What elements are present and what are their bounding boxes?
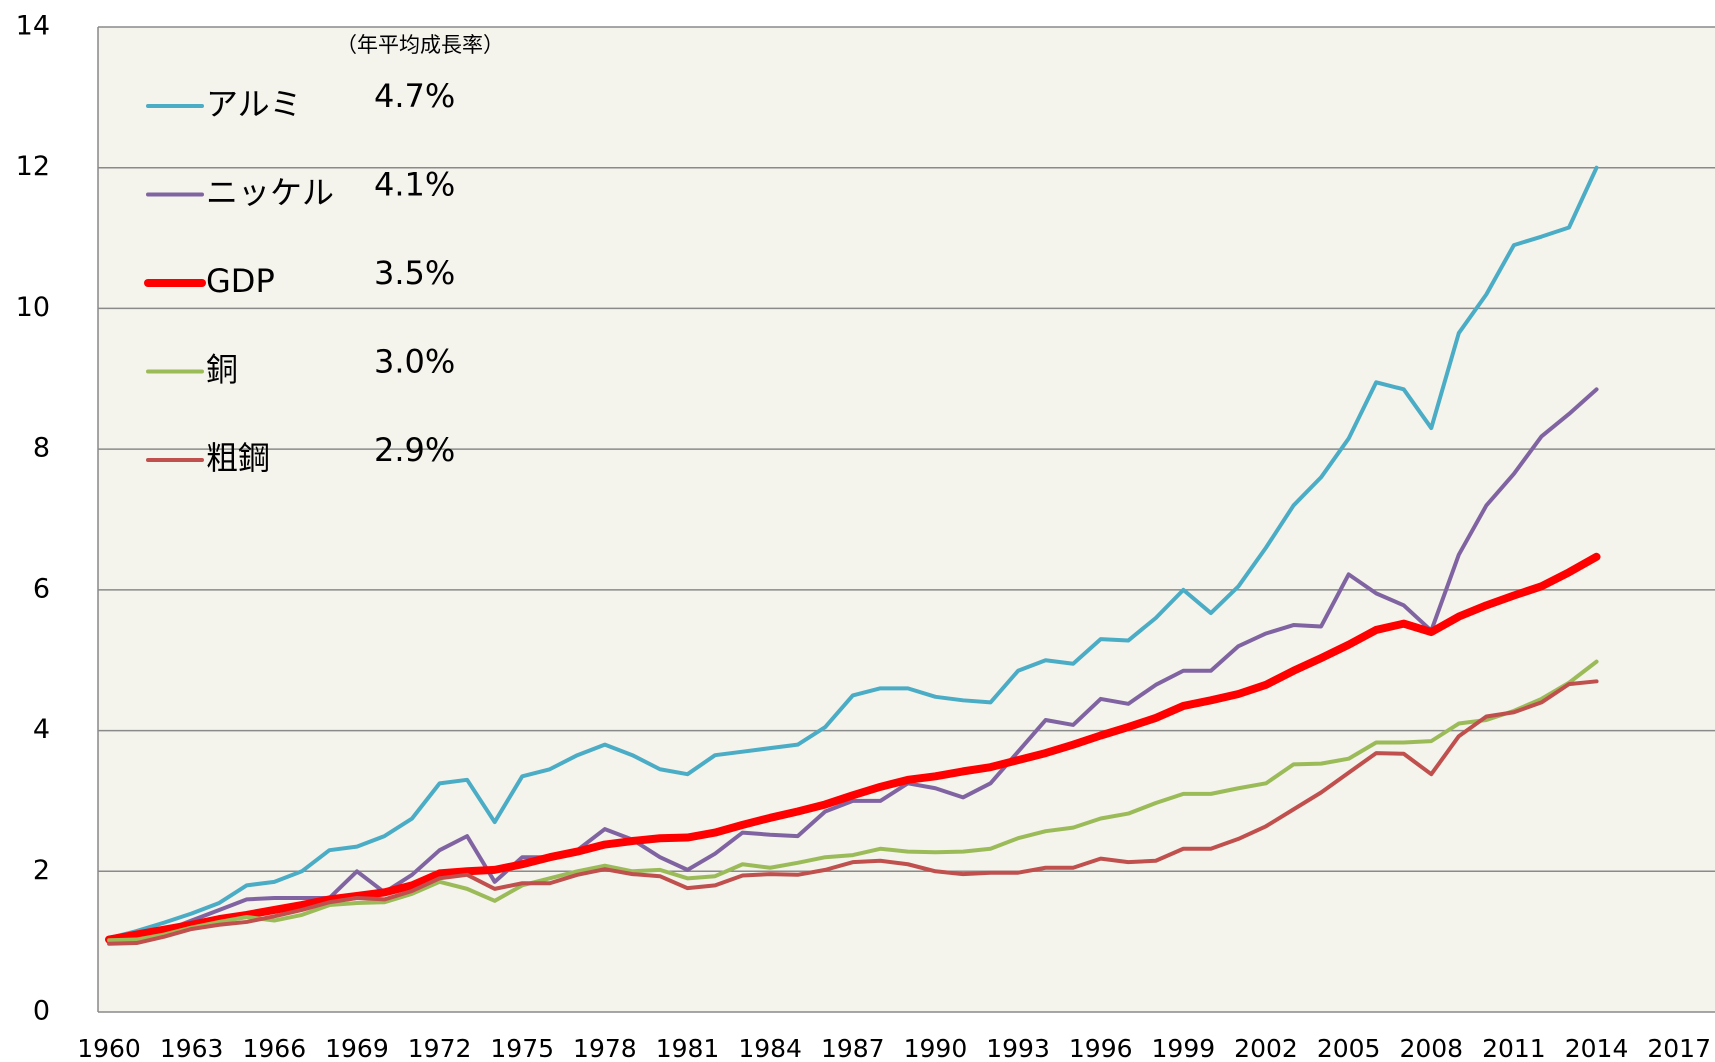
x-tick-label: 1987 [821, 1034, 885, 1062]
x-tick-label: 2002 [1234, 1034, 1298, 1062]
y-tick-label: 10 [16, 292, 50, 323]
y-tick-label: 2 [33, 855, 50, 886]
y-tick-label: 0 [33, 996, 50, 1027]
x-tick-label: 2008 [1399, 1034, 1463, 1062]
series-line [107, 659, 1599, 943]
x-tick-label: 1975 [490, 1034, 554, 1062]
legend-label: ニッケル [206, 174, 334, 212]
x-tick-label: 2011 [1482, 1034, 1546, 1062]
y-tick-label: 12 [16, 151, 50, 182]
x-tick-label: 1978 [573, 1034, 637, 1062]
legend-rate: 2.9% [374, 431, 455, 469]
x-tick-label: 2017 [1647, 1034, 1711, 1062]
x-tick-label: 1960 [77, 1034, 141, 1062]
x-tick-label: 1963 [160, 1034, 224, 1062]
legend-note: （年平均成長率） [336, 33, 504, 57]
x-tick-label: 1972 [408, 1034, 472, 1062]
legend-label: 銅 [206, 351, 238, 389]
legend-rate: 4.7% [374, 77, 455, 115]
series-line [107, 165, 1599, 941]
x-tick-label: 1984 [738, 1034, 802, 1062]
legend-label: GDP [206, 262, 275, 300]
legend-rate: 3.5% [374, 254, 455, 292]
x-tick-label: 1999 [1152, 1034, 1216, 1062]
x-tick-label: 2005 [1317, 1034, 1381, 1062]
x-tick-label: 1981 [656, 1034, 720, 1062]
series-line [107, 679, 1599, 946]
y-tick-label: 8 [33, 433, 50, 464]
legend-rate: 3.0% [374, 343, 455, 381]
x-tick-label: 2014 [1565, 1034, 1629, 1062]
x-tick-label: 1996 [1069, 1034, 1133, 1062]
x-tick-label: 1966 [242, 1034, 306, 1062]
series-line [107, 387, 1599, 944]
legend-rate: 4.1% [374, 166, 455, 204]
x-tick-label: 1990 [904, 1034, 968, 1062]
x-tick-label: 1993 [986, 1034, 1050, 1062]
x-tick-label: 1969 [325, 1034, 389, 1062]
legend-label: 粗鋼 [206, 439, 270, 477]
y-tick-label: 6 [33, 573, 50, 604]
series-line [105, 552, 1601, 944]
y-tick-label: 4 [33, 714, 50, 745]
plot-area [98, 27, 1715, 1012]
y-tick-label: 14 [16, 11, 50, 42]
legend-label: アルミ [206, 85, 302, 123]
